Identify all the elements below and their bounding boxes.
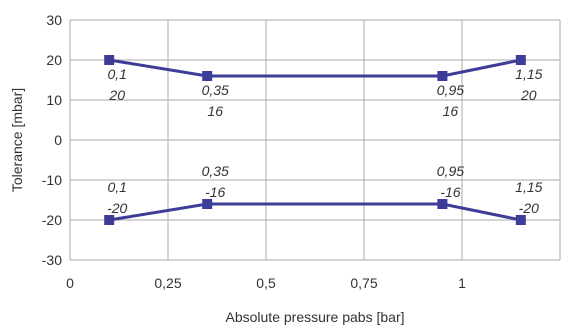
data-point-marker [104,215,115,225]
data-point-marker [437,71,448,81]
data-point-marker [104,55,115,65]
x-tick-label: 1 [458,275,466,291]
data-label-x: 0,95 [437,82,464,98]
y-tick-label: 20 [46,52,62,68]
data-label-y: 20 [520,87,537,103]
data-point-marker [202,71,213,81]
data-label-y: -16 [440,184,460,200]
y-tick-label: -30 [42,252,62,268]
grid [69,19,561,261]
data-labels: 0,1 20 0,35 16 0,95 16 1,15 20 0,1 -20 0,35 -16 0,95… [107,66,543,216]
x-axis-title: Absolute pressure pabs [bar] [226,309,405,325]
y-axis-title: Tolerance [mbar] [9,88,25,192]
x-tick-label: 0,5 [256,275,276,291]
data-label-x: 0,1 [107,66,126,82]
x-tick-label: 0 [66,275,74,291]
y-tick-label: 10 [46,92,62,108]
data-label-y: 16 [207,103,223,119]
data-label-y: 20 [108,87,125,103]
data-point-marker [515,55,526,65]
data-label-y: -16 [205,184,225,200]
y-tick-label: -10 [42,172,62,188]
series-line-2 [108,202,522,222]
data-label-x: 0,95 [437,163,464,179]
data-point-marker [515,215,526,225]
y-tick-label: 0 [54,132,62,148]
x-tick-label: 0,75 [350,275,377,291]
y-tick-label: 30 [46,12,62,28]
data-point-marker [437,199,448,209]
y-tick-label: -20 [42,212,62,228]
data-label-y: -20 [519,200,539,216]
data-label-y: 16 [443,103,459,119]
data-label-x: 1,15 [515,179,542,195]
data-point-marker [202,199,213,209]
series-line-1 [108,58,522,78]
data-label-x: 0,35 [202,163,229,179]
x-tick-label: 0,25 [154,275,181,291]
data-label-x: 0,1 [107,179,126,195]
data-label-x: 1,15 [515,66,542,82]
plot-series [104,55,526,225]
data-label-x: 0,35 [202,82,229,98]
data-label-y: -20 [107,200,127,216]
